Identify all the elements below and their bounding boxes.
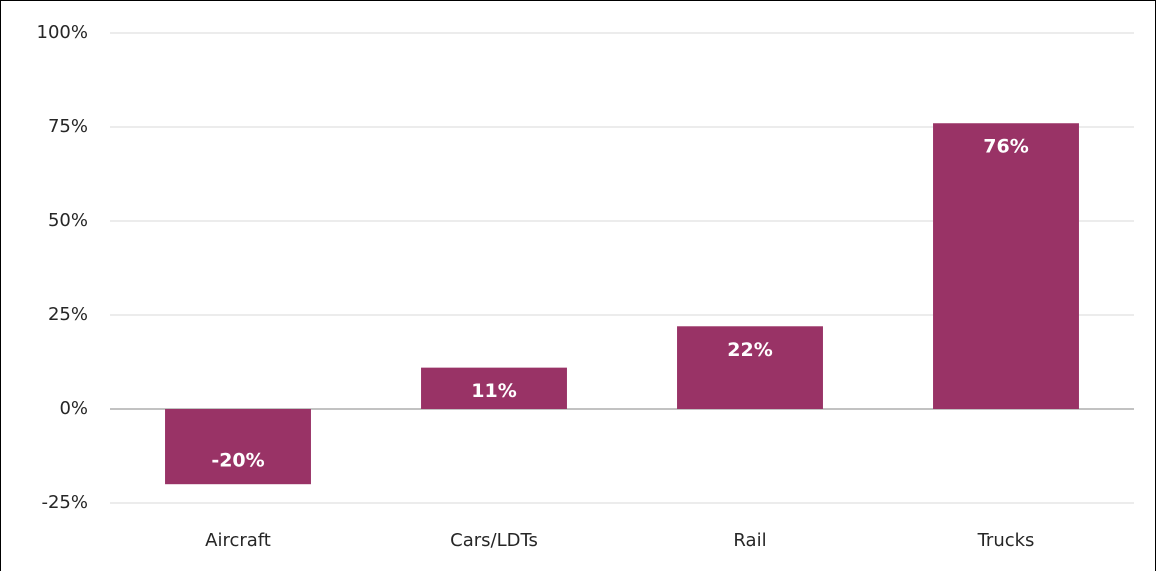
y-tick-label: 50% — [48, 210, 88, 231]
y-tick-label: 100% — [37, 22, 88, 43]
data-label: 22% — [727, 339, 772, 361]
y-tick-label: -25% — [41, 492, 88, 513]
y-tick-label: 25% — [48, 304, 88, 325]
bar — [933, 123, 1079, 410]
data-label: 76% — [983, 136, 1028, 158]
y-tick-label: 0% — [59, 398, 88, 419]
y-tick-label: 75% — [48, 116, 88, 137]
x-tick-label: Rail — [733, 530, 766, 551]
x-tick-label: Aircraft — [205, 530, 271, 551]
data-label: 11% — [471, 380, 516, 402]
bar — [421, 367, 567, 409]
data-label: -20% — [211, 450, 264, 472]
x-tick-label: Trucks — [977, 530, 1035, 551]
x-tick-label: Cars/LDTs — [450, 530, 538, 551]
bar — [677, 326, 823, 409]
bar — [165, 409, 311, 485]
